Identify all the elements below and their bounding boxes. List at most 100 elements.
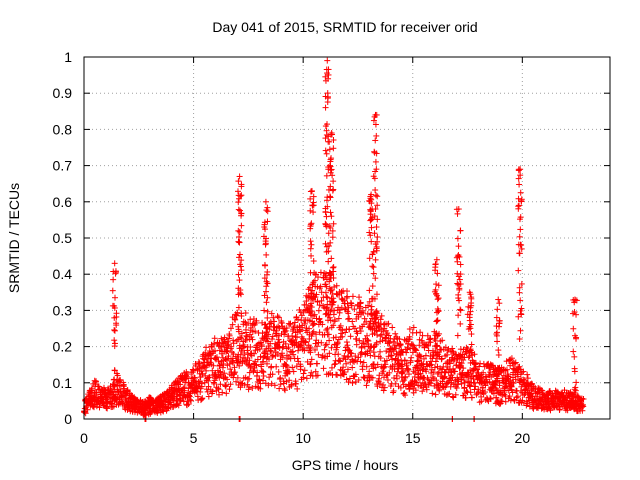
- data-point: [187, 396, 194, 403]
- data-point: [516, 233, 523, 240]
- data-point: [372, 192, 379, 199]
- data-point: [413, 329, 420, 336]
- data-point: [319, 354, 326, 361]
- data-point: [320, 365, 327, 372]
- data-point: [205, 383, 212, 390]
- data-point: [197, 374, 204, 381]
- x-tick-label: 0: [80, 430, 88, 446]
- data-point: [455, 243, 462, 250]
- data-point: [373, 243, 380, 250]
- data-point: [226, 332, 233, 339]
- data-point: [199, 395, 206, 402]
- x-tick-label: 15: [405, 430, 421, 446]
- data-point: [308, 220, 315, 227]
- data-point: [311, 346, 318, 353]
- data-point: [324, 57, 331, 64]
- data-point: [346, 326, 353, 333]
- data-point: [219, 364, 226, 371]
- data-point: [322, 104, 329, 111]
- data-point: [390, 387, 397, 394]
- data-point: [227, 366, 234, 373]
- data-point: [212, 373, 219, 380]
- data-point: [252, 328, 259, 335]
- data-point: [229, 321, 236, 328]
- data-point: [310, 209, 317, 216]
- plot-frame: [83, 56, 611, 420]
- data-point: [242, 310, 249, 317]
- data-point: [385, 320, 392, 327]
- data-point: [224, 342, 231, 349]
- data-point: [188, 397, 195, 404]
- data-point: [258, 341, 265, 348]
- data-point: [406, 326, 413, 333]
- data-point: [288, 381, 295, 388]
- data-point: [257, 385, 264, 392]
- data-point: [269, 371, 276, 378]
- data-point: [121, 385, 128, 392]
- data-point: [468, 394, 475, 401]
- data-point: [323, 150, 330, 157]
- data-point: [457, 306, 464, 313]
- data-point: [90, 393, 97, 400]
- data-point: [310, 258, 317, 265]
- data-point: [263, 288, 270, 295]
- data-point: [284, 363, 291, 370]
- data-point: [236, 228, 243, 235]
- data-point: [372, 137, 379, 144]
- data-point: [190, 367, 197, 374]
- data-point: [268, 310, 275, 317]
- data-point: [303, 298, 310, 305]
- data-point: [295, 347, 302, 354]
- data-point: [109, 287, 116, 294]
- data-point: [294, 355, 301, 362]
- data-point: [517, 297, 524, 304]
- data-point: [339, 333, 346, 340]
- data-point: [372, 186, 379, 193]
- data-point: [516, 181, 523, 188]
- data-point: [237, 207, 244, 214]
- data-point: [517, 166, 524, 173]
- data-point: [515, 267, 522, 274]
- data-point: [356, 294, 363, 301]
- data-point: [203, 367, 210, 374]
- data-point: [236, 362, 243, 369]
- data-point: [269, 336, 276, 343]
- data-point: [369, 283, 376, 290]
- data-point: [325, 331, 332, 338]
- data-point: [238, 312, 245, 319]
- data-point: [297, 328, 304, 335]
- data-point: [285, 344, 292, 351]
- data-point: [323, 341, 330, 348]
- data-point: [266, 374, 273, 381]
- data-point: [183, 373, 190, 380]
- data-point: [234, 374, 241, 381]
- data-point: [419, 388, 426, 395]
- data-point: [267, 347, 274, 354]
- data-point: [248, 334, 255, 341]
- data-point: [454, 210, 461, 217]
- data-point: [184, 371, 191, 378]
- data-point: [277, 374, 284, 381]
- data-point: [327, 209, 334, 216]
- axis-ticks: [83, 56, 610, 420]
- data-point: [328, 255, 335, 262]
- data-point: [329, 264, 336, 271]
- data-point: [324, 99, 331, 106]
- data-point: [223, 390, 230, 397]
- data-point: [196, 360, 203, 367]
- data-point: [286, 377, 293, 384]
- data-point: [573, 311, 580, 318]
- y-tick-label: 0.1: [53, 375, 73, 391]
- data-point: [323, 293, 330, 300]
- data-point: [260, 372, 267, 379]
- data-point: [436, 387, 443, 394]
- data-point: [191, 374, 198, 381]
- data-point: [308, 187, 315, 194]
- data-point: [318, 339, 325, 346]
- data-point: [366, 287, 373, 294]
- data-point: [103, 399, 110, 406]
- data-point: [279, 354, 286, 361]
- data-point: [275, 314, 282, 321]
- data-point: [472, 383, 479, 390]
